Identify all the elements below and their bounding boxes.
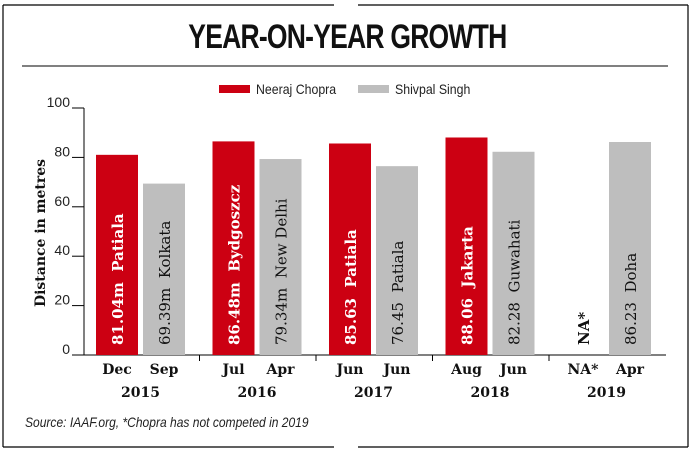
x-month-label: Apr <box>615 362 645 378</box>
legend-swatch-red <box>219 85 250 93</box>
bar-neeraj-chopra <box>329 143 371 355</box>
bar-label: 82.28 Guwahati <box>506 219 524 345</box>
y-tick-label: 80 <box>54 143 70 159</box>
bar-neeraj-chopra <box>96 154 138 355</box>
x-year-label: 2017 <box>354 385 393 401</box>
x-year-label: 2018 <box>471 385 510 401</box>
bar-label: 86.48m Bydgoszcz <box>226 184 244 345</box>
x-year-label: 2016 <box>238 385 277 401</box>
y-tick-label: 100 <box>47 94 71 110</box>
x-month-label: Jun <box>498 362 527 378</box>
y-tick-label: 0 <box>62 341 70 357</box>
x-month-label: Aug <box>450 362 482 378</box>
source-note: Source: IAAF.org, *Chopra has not compet… <box>25 414 309 430</box>
y-tick-label: 60 <box>54 193 70 209</box>
bar-neeraj-chopra <box>445 137 488 355</box>
legend-item-neeraj-chopra: Neeraj Chopra <box>219 79 347 99</box>
x-month-label: NA* <box>568 362 600 378</box>
bar-shivpal-singh <box>376 166 418 355</box>
bar-shivpal-singh <box>259 159 302 355</box>
x-axis-labels: Dec Sep 2015 Jul Apr 2016 Jun Jun 2017 Aug Jun 2018… <box>102 362 644 401</box>
bar-shivpal-singh <box>609 142 651 355</box>
bar-shivpal-singh <box>492 151 535 355</box>
x-year-label: 2015 <box>121 385 160 401</box>
bar-label: 86.23 Doha <box>622 253 640 345</box>
x-month-label: Dec <box>102 362 132 378</box>
y-tick-label: 40 <box>54 242 70 258</box>
legend-label: Shivpal Singh <box>395 81 471 97</box>
bar-label: 76.45 Patiala <box>389 241 407 345</box>
legend-item-shivpal-singh: Shivpal Singh <box>358 79 481 99</box>
y-axis-label: Distance in metres <box>33 159 49 307</box>
bar-label: 79.34m New Delhi <box>273 198 291 345</box>
x-month-label: Apr <box>265 362 295 378</box>
y-tick-label: 20 <box>54 292 70 308</box>
x-year-label: 2019 <box>587 385 626 401</box>
bar-neeraj-chopra <box>212 141 255 355</box>
legend-label: Neeraj Chopra <box>256 81 337 97</box>
x-month-label: Jul <box>220 362 244 378</box>
bar-label: NA* <box>575 312 593 345</box>
bar-shivpal-singh <box>143 183 185 355</box>
bar-label: 85.63 Patiala <box>342 229 360 345</box>
bar-label: 81.04m Patiala <box>109 213 127 345</box>
legend-swatch-gray <box>358 85 389 93</box>
legend: Neeraj Chopra Shivpal Singh <box>0 79 695 99</box>
bar-label: 69.39m Kolkata <box>156 221 174 345</box>
chart-title: YEAR-ON-YEAR GROWTH <box>188 18 507 56</box>
x-month-label: Sep <box>150 362 179 378</box>
x-month-label: Jun <box>382 362 411 378</box>
x-month-label: Jun <box>335 362 364 378</box>
bars: 81.04m Patiala 69.39m Kolkata 86.48m Bydgo… <box>96 137 651 355</box>
bar-label: 88.06 Jakarta <box>459 226 477 345</box>
